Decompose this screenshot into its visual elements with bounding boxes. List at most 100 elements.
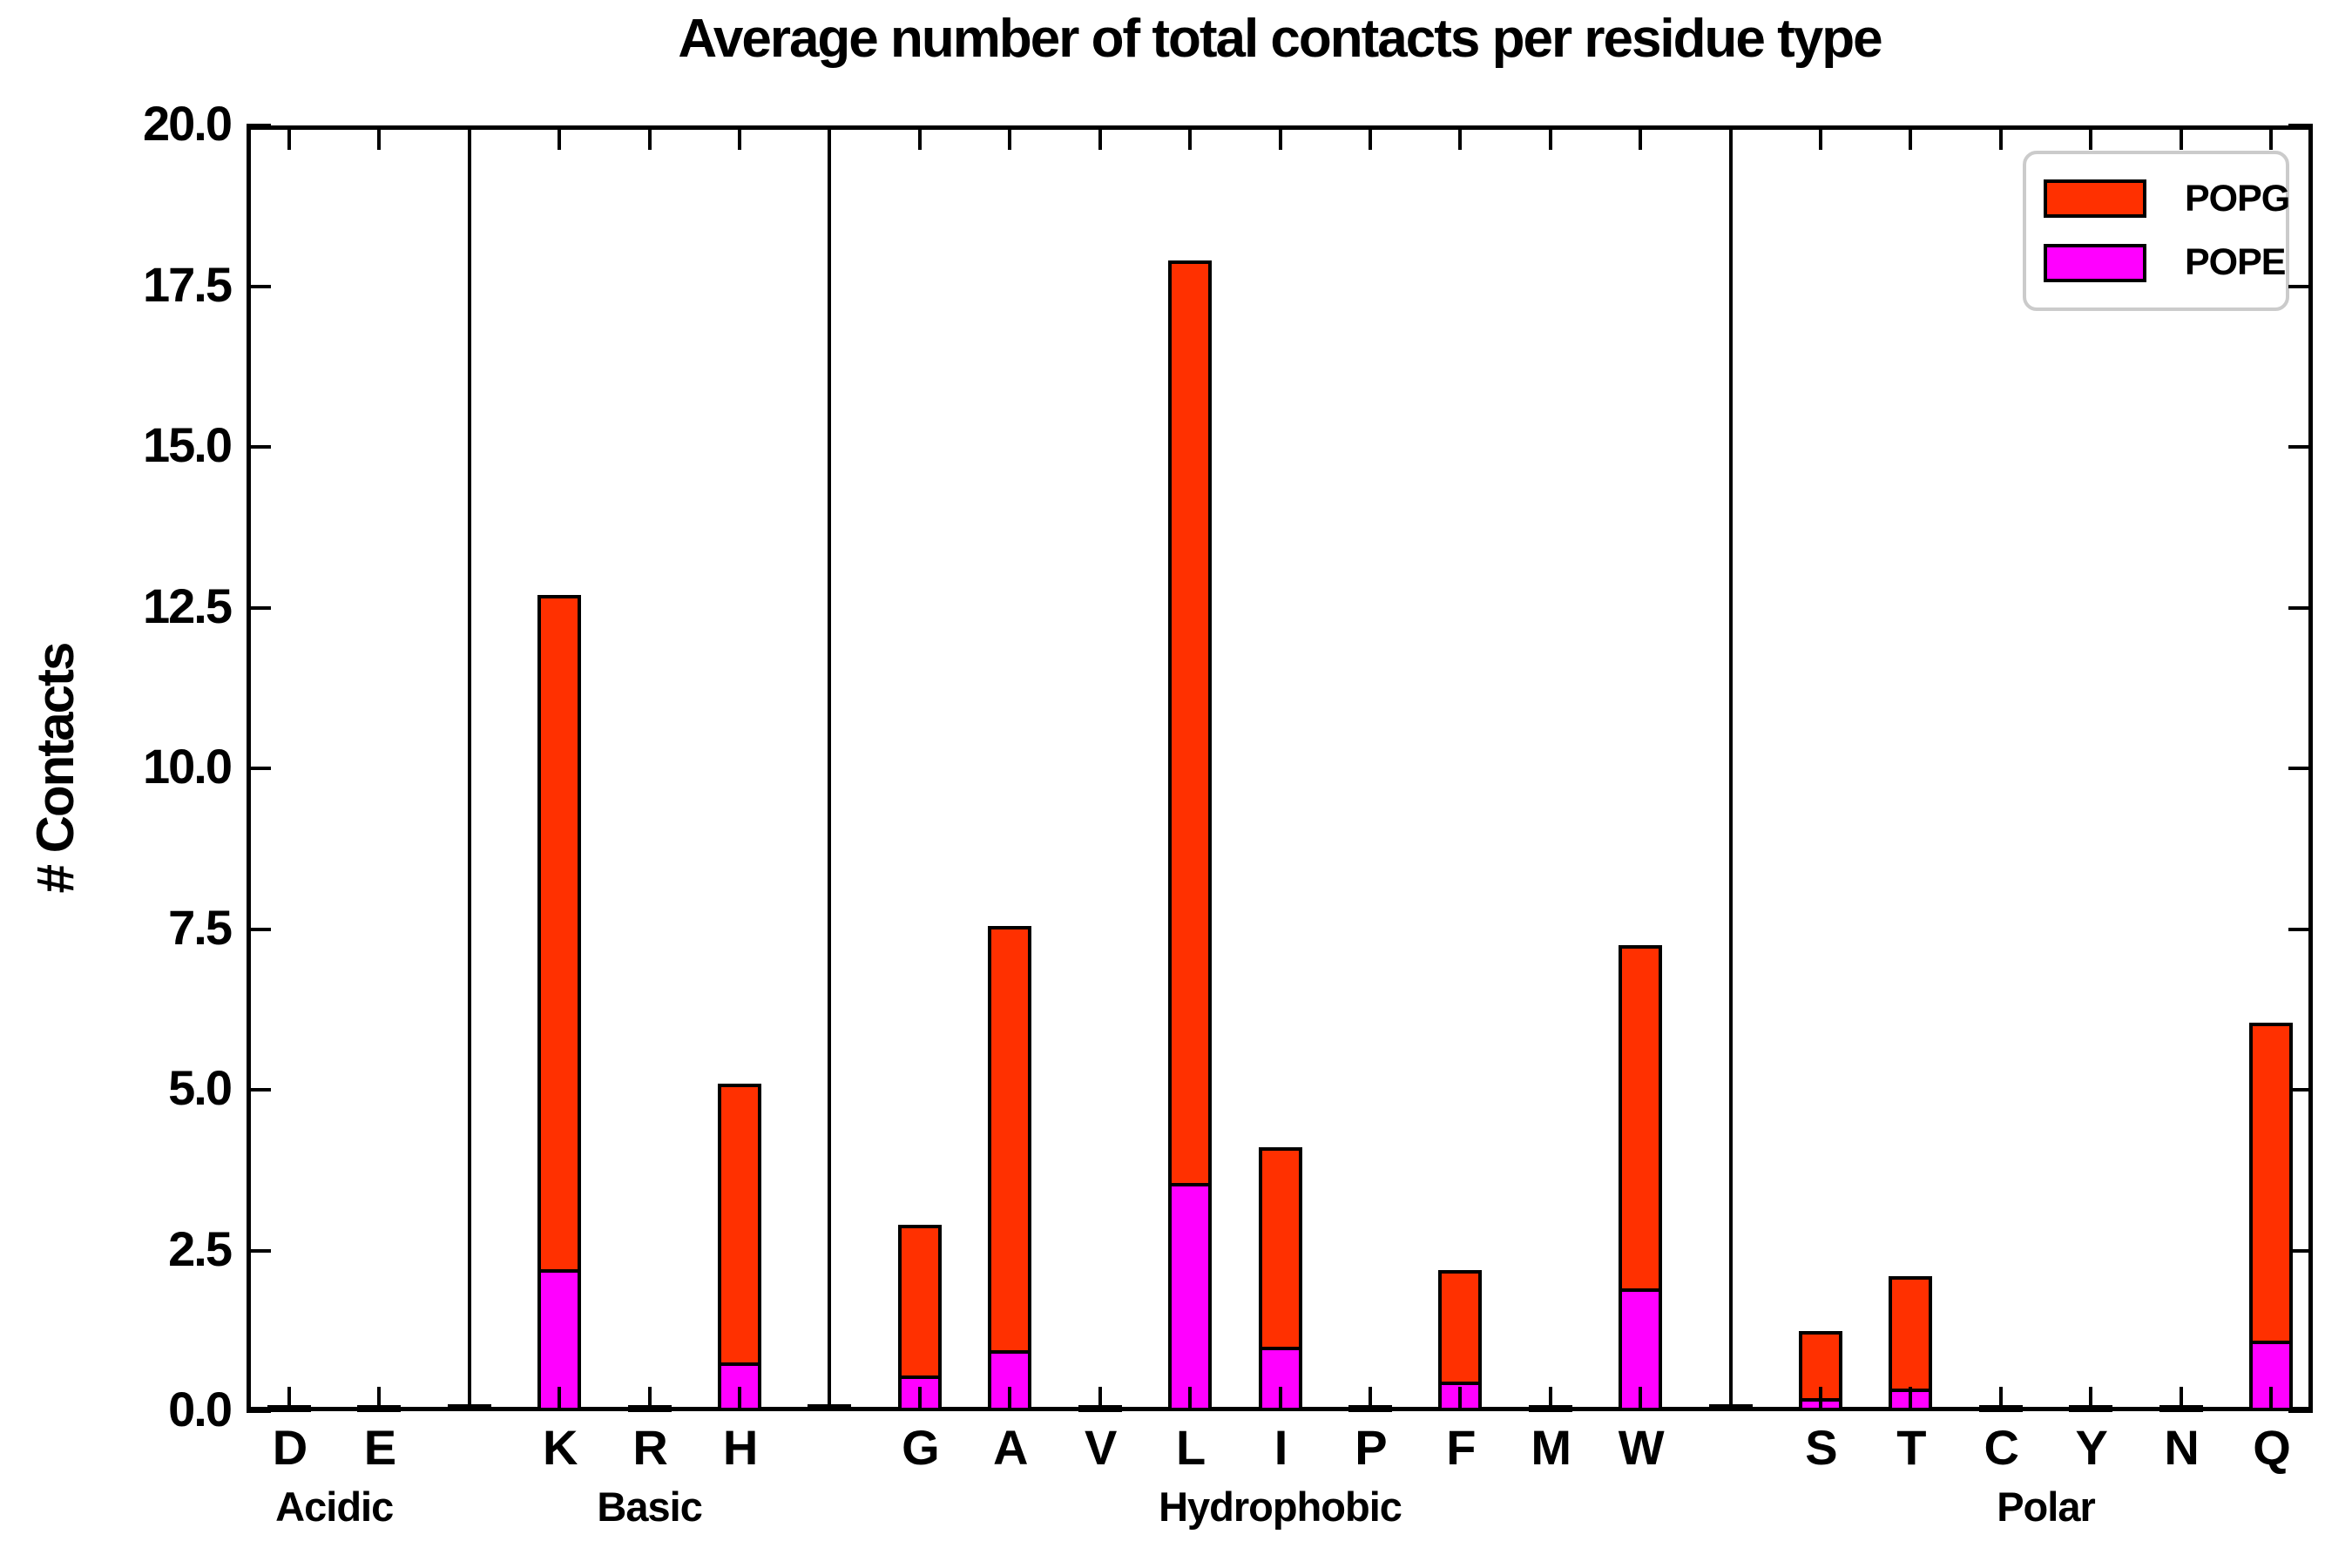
x-tick-bottom [1998, 1387, 2003, 1411]
y-tick-left [247, 1409, 271, 1413]
x-tick-label-M: M [1531, 1420, 1571, 1475]
x-tick-bottom [558, 1387, 562, 1411]
y-tick-right [2288, 445, 2313, 449]
x-tick-top [1188, 125, 1193, 150]
legend: POPG POPE [2023, 151, 2290, 311]
bar-H [718, 1083, 762, 1411]
x-tick-top [1278, 125, 1282, 150]
legend-item-pope: POPE [2044, 241, 2286, 284]
legend-item-popg: POPG [2044, 177, 2290, 220]
x-tick-bottom [1548, 1387, 1552, 1411]
x-tick-label-I: I [1274, 1420, 1288, 1475]
x-tick-top [1909, 125, 1913, 150]
x-tick-top [1818, 125, 1822, 150]
x-tick-top [287, 125, 291, 150]
x-tick-label-W: W [1618, 1420, 1665, 1475]
group-label-polar: Polar [1997, 1484, 2096, 1530]
y-tick-label: 2.5 [168, 1220, 233, 1276]
legend-label-popg: POPG [2185, 177, 2290, 220]
group-divider-line [1728, 125, 1733, 1411]
x-tick-label-N: N [2164, 1420, 2199, 1475]
y-tick-left [247, 284, 271, 288]
x-tick-top [1008, 125, 1012, 150]
x-tick-label-E: E [363, 1420, 396, 1475]
x-tick-bottom [2179, 1387, 2183, 1411]
chart-title: Average number of total contacts per res… [678, 9, 1882, 69]
y-tick-right [2288, 767, 2313, 770]
x-tick-label-G: G [902, 1420, 940, 1475]
y-tick-label: 0.0 [168, 1381, 233, 1436]
x-tick-bottom [1818, 1387, 1822, 1411]
x-tick-label-H: H [722, 1420, 758, 1475]
x-tick-bottom [1639, 1387, 1643, 1411]
x-tick-top [2179, 125, 2183, 150]
y-tick-right [2288, 605, 2313, 610]
x-tick-top [1998, 125, 2003, 150]
y-tick-label: 15.0 [143, 416, 233, 472]
y-tick-left [247, 445, 271, 449]
group-label-hydrophobic: Hydrophobic [1159, 1484, 1402, 1530]
group-label-acidic: Acidic [275, 1484, 394, 1530]
x-tick-label-C: C [1984, 1420, 2019, 1475]
bar-K-pope-segment [541, 1269, 578, 1408]
x-tick-label-F: F [1446, 1420, 1476, 1475]
group-divider-stub [447, 1404, 491, 1411]
group-divider-stub [1708, 1404, 1753, 1411]
y-tick-right [2288, 124, 2313, 127]
y-tick-right [2288, 927, 2313, 931]
y-tick-label: 10.0 [143, 738, 233, 794]
x-tick-top [377, 125, 382, 150]
y-tick-right [2288, 1248, 2313, 1253]
x-tick-top [1098, 125, 1102, 150]
x-tick-top [558, 125, 562, 150]
bar-Q [2249, 1022, 2294, 1411]
x-tick-bottom [917, 1387, 922, 1411]
x-tick-top [738, 125, 742, 150]
y-tick-left [247, 605, 271, 610]
x-tick-label-L: L [1175, 1420, 1206, 1475]
y-tick-right [2288, 284, 2313, 288]
x-tick-top [1639, 125, 1643, 150]
bar-W [1619, 944, 1663, 1411]
x-tick-label-V: V [1085, 1420, 1117, 1475]
x-tick-bottom [1909, 1387, 1913, 1411]
x-tick-top [1368, 125, 1372, 150]
bar-G [897, 1224, 942, 1411]
y-tick-label: 20.0 [143, 95, 233, 151]
x-tick-label-A: A [993, 1420, 1028, 1475]
y-tick-label: 12.5 [143, 578, 233, 633]
x-tick-label-T: T [1896, 1420, 1926, 1475]
x-tick-label-Q: Q [2253, 1420, 2291, 1475]
y-tick-label: 7.5 [168, 899, 233, 955]
bar-A [988, 925, 1032, 1411]
y-tick-left [247, 124, 271, 127]
x-tick-top [2269, 125, 2274, 150]
legend-label-pope: POPE [2185, 241, 2286, 284]
y-tick-right [2288, 1409, 2313, 1413]
x-tick-top [2089, 125, 2093, 150]
bar-L-pope-segment [1172, 1182, 1209, 1408]
x-tick-bottom [1278, 1387, 1282, 1411]
x-tick-bottom [287, 1387, 291, 1411]
x-tick-top [1548, 125, 1552, 150]
x-tick-label-D: D [272, 1420, 308, 1475]
x-tick-bottom [647, 1387, 652, 1411]
x-tick-label-R: R [632, 1420, 667, 1475]
x-tick-label-P: P [1355, 1420, 1387, 1475]
y-tick-left [247, 767, 271, 770]
x-tick-bottom [2269, 1387, 2274, 1411]
x-tick-bottom [1008, 1387, 1012, 1411]
y-tick-label: 5.0 [168, 1059, 233, 1115]
legend-swatch-pope [2044, 243, 2146, 282]
group-divider-stub [808, 1404, 852, 1411]
group-label-basic: Basic [597, 1484, 702, 1530]
group-divider-line [467, 125, 471, 1411]
group-divider-line [828, 125, 832, 1411]
x-tick-bottom [377, 1387, 382, 1411]
x-tick-bottom [1368, 1387, 1372, 1411]
y-tick-left [247, 1248, 271, 1253]
x-tick-label-K: K [542, 1420, 578, 1475]
bar-K [537, 594, 582, 1411]
x-tick-bottom [1458, 1387, 1463, 1411]
